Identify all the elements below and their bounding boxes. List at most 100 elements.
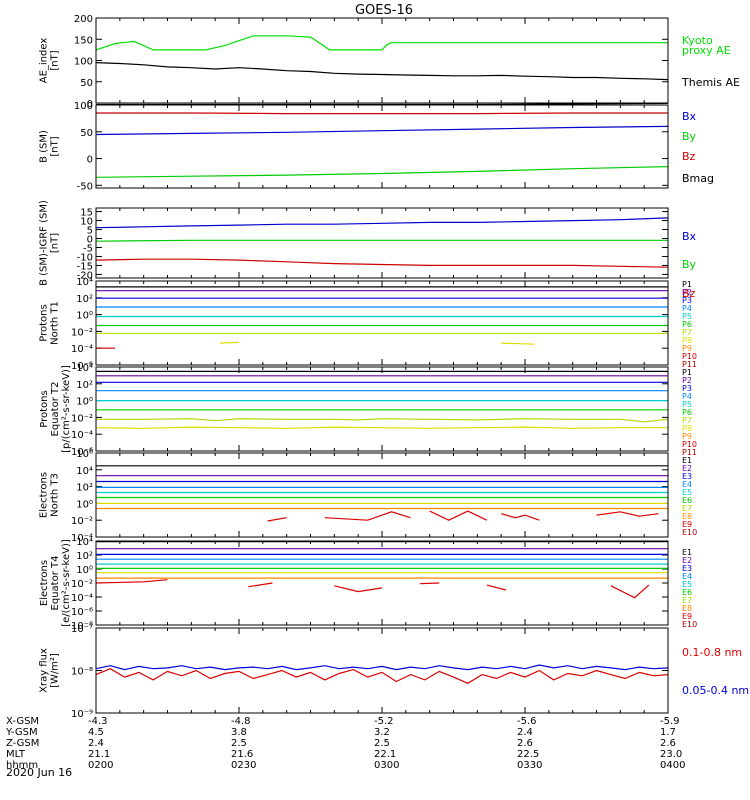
- y-tick-label: -15: [77, 261, 93, 272]
- legend-entry: E2: [682, 556, 692, 565]
- series-line: [324, 511, 411, 521]
- y-tick-label: 10⁻⁴: [71, 430, 93, 441]
- ephemeris-value: 2.6: [660, 738, 676, 749]
- legend-entry: P11: [682, 448, 697, 457]
- legend-entry: P10: [682, 352, 697, 361]
- y-tick-label: 10²: [76, 294, 93, 305]
- ephemeris-value: -5.9: [660, 716, 680, 727]
- y-axis-label: [W/m²]: [50, 653, 61, 688]
- y-tick-label: 10⁻⁴: [71, 533, 93, 544]
- legend-entry: P6: [682, 320, 692, 329]
- series-line: [610, 584, 650, 599]
- panel-frame: [95, 627, 669, 714]
- legend-entry: P8: [682, 424, 692, 433]
- legend-entry: E5: [682, 488, 692, 497]
- y-axis-label: North T1: [50, 301, 61, 345]
- y-tick-label: 10⁴: [76, 466, 93, 477]
- y-axis-label: AE_index: [39, 38, 50, 84]
- series-line: [248, 582, 273, 588]
- y-tick-label: 10⁻⁹: [71, 709, 93, 720]
- ephemeris-value: -4.8: [231, 716, 251, 727]
- legend-entry: P5: [682, 400, 692, 409]
- y-tick-label: 5: [87, 226, 93, 237]
- ephemeris-label: X-GSM: [6, 716, 39, 727]
- series-line: [95, 125, 669, 136]
- y-axis-label: [nT]: [50, 136, 61, 156]
- y-tick-label: 0: [87, 155, 93, 166]
- legend-entry: P11: [682, 360, 697, 369]
- legend-entry: E6: [682, 496, 692, 505]
- series-line: [596, 511, 659, 517]
- y-tick-label: 10⁰: [76, 499, 93, 510]
- legend-entry: P6: [682, 408, 692, 417]
- series-line: [95, 258, 669, 268]
- legend-entry: E5: [682, 580, 692, 589]
- legend-entry: P4: [682, 304, 692, 313]
- ephemeris-label: MLT: [6, 749, 26, 760]
- y-axis-label: [nT]: [50, 50, 61, 70]
- y-tick-label: 10⁰: [76, 565, 93, 576]
- panel-frame: [95, 540, 669, 626]
- y-tick-label: 10⁻⁸: [71, 621, 93, 632]
- panel-4: 10⁴ 10² 10⁰ 10⁻² 10⁻⁴ 10⁻⁶ Protons North T1 P1P2…: [39, 277, 698, 372]
- y-tick-label: 10⁻⁷: [71, 624, 93, 635]
- series-line: [95, 166, 669, 178]
- ephemeris-label: hhmm: [6, 760, 38, 771]
- panel-frame: [95, 280, 669, 366]
- series-line: [267, 517, 287, 522]
- y-tick-label: 100: [74, 57, 93, 68]
- ephemeris-value: 2.4: [517, 727, 533, 738]
- legend-entry: P1: [682, 368, 692, 377]
- y-tick-label: -20: [77, 270, 93, 281]
- y-axis-label: Equator T2: [50, 382, 61, 437]
- y-tick-label: 10⁰: [76, 397, 93, 408]
- y-axis-label: B (SM)-IGRF (SM): [39, 200, 50, 286]
- series-line: [96, 418, 669, 423]
- legend-entry: P3: [682, 296, 692, 305]
- y-tick-label: 10⁴: [76, 363, 93, 374]
- legend-entry: P4: [682, 392, 692, 401]
- series-line: [96, 112, 668, 115]
- legend-entry: 0.05-0.4 nm: [682, 684, 749, 697]
- ephemeris-value: 0230: [231, 760, 256, 771]
- ephemeris-value: 3.8: [231, 727, 247, 738]
- ephemeris-value: 21.6: [231, 749, 253, 760]
- legend-entry: Bz: [682, 287, 696, 300]
- y-tick-label: 10⁻²: [71, 516, 93, 527]
- series-line: [95, 579, 168, 584]
- series-line: [95, 35, 668, 51]
- series-line: [501, 342, 535, 345]
- legend-entry: P9: [682, 432, 692, 441]
- legend-entry: Bx: [682, 230, 697, 243]
- series-line: [95, 664, 669, 671]
- ephemeris-value: 22.5: [517, 749, 539, 760]
- legend-entry: P7: [682, 328, 692, 337]
- legend-entry: By: [682, 130, 697, 143]
- legend-entry: Themis AE: [681, 76, 740, 89]
- legend-entry: By: [682, 258, 697, 271]
- ephemeris-value: 0300: [374, 760, 399, 771]
- plot-title: GOES-16: [355, 3, 413, 18]
- series-line: [95, 62, 669, 81]
- y-tick-label: 10⁻²: [71, 413, 93, 424]
- panel-frame: [95, 366, 669, 452]
- legend-entry: E7: [682, 596, 692, 605]
- y-tick-label: 10: [80, 217, 93, 228]
- legend-entry: E8: [682, 512, 692, 521]
- legend-entry: P1: [682, 280, 692, 289]
- y-tick-label: 15: [80, 208, 93, 219]
- series-line: [420, 582, 440, 585]
- y-tick-label: 10⁻⁴: [71, 344, 93, 355]
- legend-entry: Bmag: [682, 172, 714, 185]
- y-tick-label: 10⁰: [76, 311, 93, 322]
- legend-entry: E10: [682, 528, 697, 537]
- panel-5: 10⁴ 10² 10⁰ 10⁻² 10⁻⁴ 10⁻⁶ Protons Equator T2 [p…: [39, 363, 697, 458]
- legend-entry: E3: [682, 564, 692, 573]
- y-axis-label: [e/(cm²-s-sr-keV)]: [61, 539, 72, 627]
- y-axis-label: Electrons: [39, 560, 50, 606]
- legend-entry: E2: [682, 464, 692, 473]
